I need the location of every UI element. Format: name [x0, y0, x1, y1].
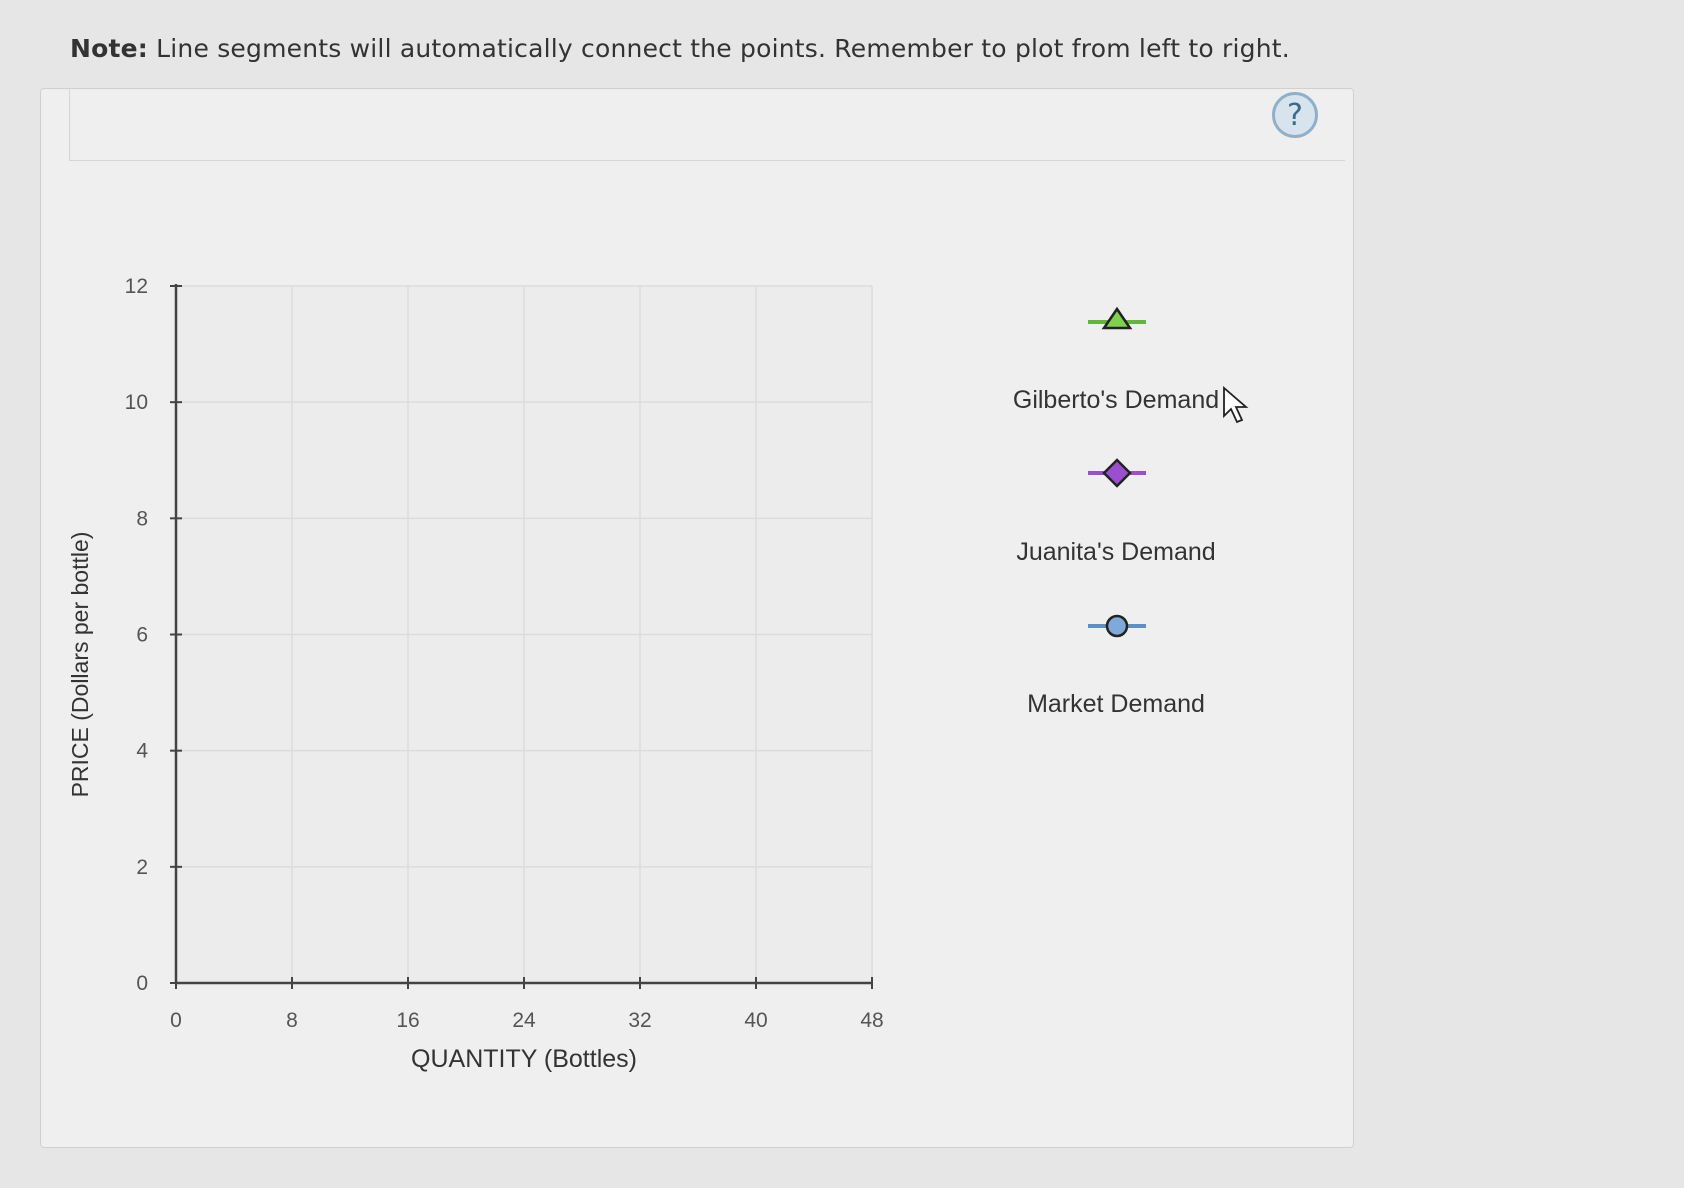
legend-label-gilberto: Gilberto's Demand [1012, 386, 1220, 414]
x-tick-label: 16 [396, 1009, 419, 1032]
x-tick-label: 32 [628, 1009, 651, 1032]
diamond-icon[interactable] [1086, 458, 1148, 493]
x-axis-label: QUANTITY (Bottles) [411, 1045, 637, 1073]
legend-label-market: Market Demand [1027, 690, 1205, 718]
help-icon: ? [1287, 97, 1303, 133]
chart-labels: QUANTITY (Bottles) PRICE (Dollars per bo… [67, 532, 637, 1073]
y-axis-label: PRICE (Dollars per bottle) [67, 532, 93, 798]
x-tick-label: 0 [170, 1009, 182, 1032]
x-tick-label: 48 [860, 1009, 883, 1032]
legend-label-juanita: Juanita's Demand [1016, 538, 1216, 566]
instruction-note: Note: Line segments will automatically c… [70, 34, 1290, 63]
chart-grid [176, 285, 873, 983]
circle-icon[interactable] [1086, 612, 1148, 645]
x-tick-label: 24 [512, 1009, 536, 1032]
note-text: Line segments will automatically connect… [148, 34, 1290, 63]
y-tick-label: 8 [136, 507, 148, 530]
y-tick-label: 6 [136, 624, 148, 647]
y-tick-label: 10 [125, 391, 148, 414]
panel-toolbar [69, 89, 1345, 161]
y-tick-label: 4 [136, 740, 148, 763]
x-tick-label: 8 [286, 1009, 298, 1032]
y-tick-label: 12 [125, 275, 148, 298]
y-tick-label: 2 [136, 856, 148, 879]
mouse-cursor-icon [1222, 386, 1252, 431]
help-button[interactable]: ? [1272, 92, 1318, 138]
note-prefix: Note: [70, 34, 149, 63]
triangle-icon[interactable] [1086, 306, 1148, 339]
y-tick-label: 0 [136, 972, 148, 995]
x-tick-label: 40 [744, 1009, 767, 1032]
